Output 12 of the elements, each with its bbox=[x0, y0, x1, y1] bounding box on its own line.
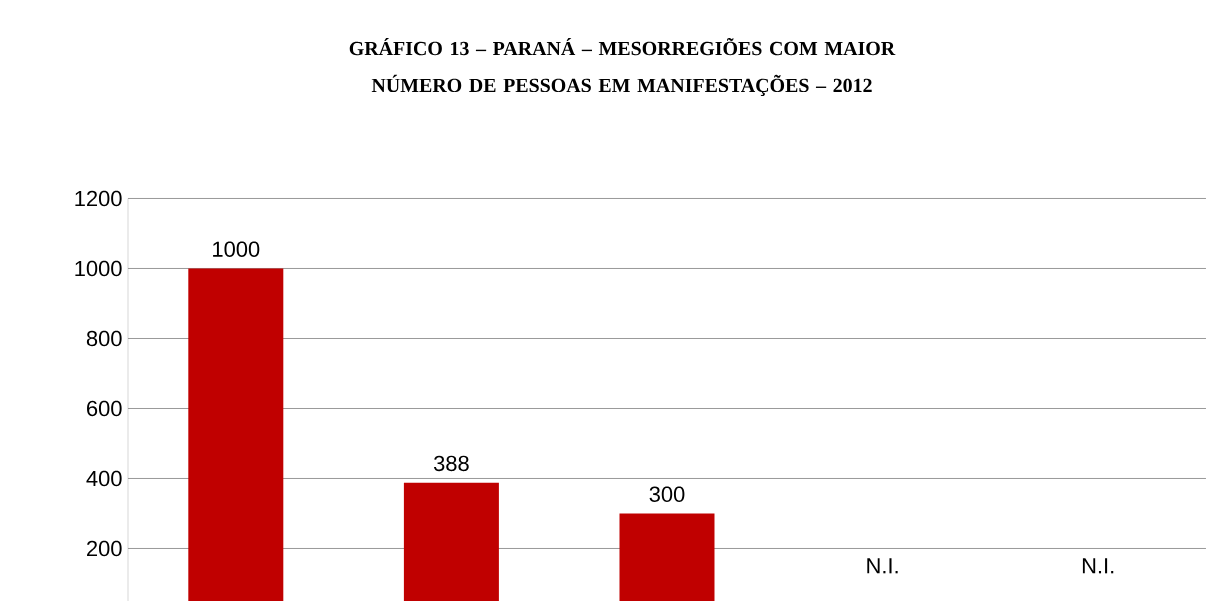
y-tick-label: 200 bbox=[87, 540, 122, 557]
y-tick-label: 1200 bbox=[75, 190, 122, 207]
y-tick-label: 400 bbox=[86, 470, 122, 487]
text: N.I. bbox=[1082, 558, 1114, 574]
data-label: 1000 bbox=[213, 241, 260, 257]
text: N.I. bbox=[867, 558, 898, 574]
y-tick-label: 1000 bbox=[75, 260, 122, 277]
data-label: 300 bbox=[649, 486, 685, 502]
data-label: 388 bbox=[433, 455, 469, 472]
chart-title: GRÁFICO 13 – PARANÁ – MESORREGIÕES COM MAIOR NÚMERO DE PESSOAS EM MANIFESTAÇÕES – 2012 bbox=[349, 37, 896, 97]
y-tick-label: 600 bbox=[87, 400, 122, 417]
y-tick-label: 800 bbox=[86, 330, 122, 347]
